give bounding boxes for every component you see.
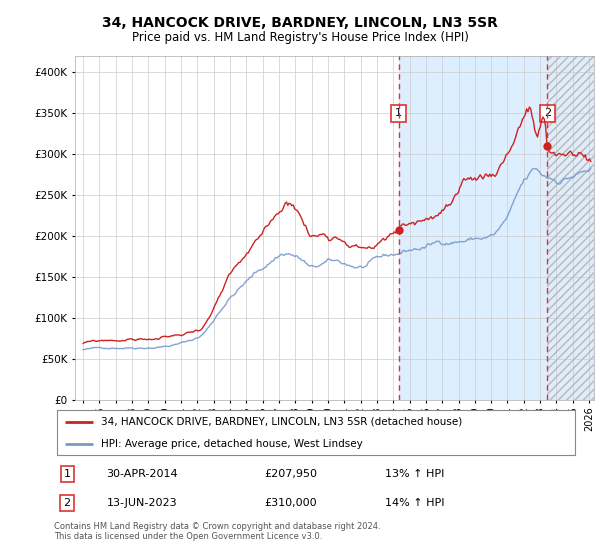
Text: 2: 2	[64, 498, 71, 508]
Text: 34, HANCOCK DRIVE, BARDNEY, LINCOLN, LN3 5SR (detached house): 34, HANCOCK DRIVE, BARDNEY, LINCOLN, LN3…	[101, 417, 463, 427]
Text: 13% ↑ HPI: 13% ↑ HPI	[385, 469, 444, 479]
Text: £207,950: £207,950	[264, 469, 317, 479]
Text: 30-APR-2014: 30-APR-2014	[107, 469, 178, 479]
Bar	[547, 56, 594, 400]
Text: 2: 2	[544, 109, 551, 118]
Text: 13-JUN-2023: 13-JUN-2023	[107, 498, 177, 508]
Text: 1: 1	[64, 469, 71, 479]
Text: 1: 1	[395, 109, 402, 118]
Text: Price paid vs. HM Land Registry's House Price Index (HPI): Price paid vs. HM Land Registry's House …	[131, 31, 469, 44]
Text: £310,000: £310,000	[264, 498, 317, 508]
Bar	[547, 56, 594, 400]
Text: Contains HM Land Registry data © Crown copyright and database right 2024.
This d: Contains HM Land Registry data © Crown c…	[54, 522, 380, 542]
Bar	[547, 56, 594, 400]
Text: 34, HANCOCK DRIVE, BARDNEY, LINCOLN, LN3 5SR: 34, HANCOCK DRIVE, BARDNEY, LINCOLN, LN3…	[102, 16, 498, 30]
Text: 14% ↑ HPI: 14% ↑ HPI	[385, 498, 444, 508]
FancyBboxPatch shape	[56, 410, 575, 455]
Text: HPI: Average price, detached house, West Lindsey: HPI: Average price, detached house, West…	[101, 438, 363, 449]
Bar	[398, 56, 547, 400]
